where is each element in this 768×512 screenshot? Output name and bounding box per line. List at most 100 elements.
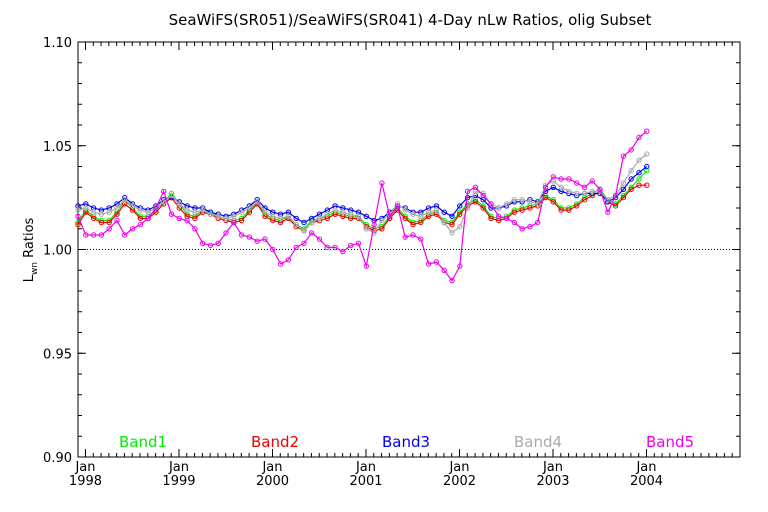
data-point [402, 207, 408, 213]
series-band4 [75, 151, 650, 236]
data-point [457, 224, 463, 230]
data-point [75, 213, 81, 220]
data-point [488, 201, 494, 207]
data-point [355, 240, 362, 247]
data-point [293, 215, 299, 222]
data-point [137, 221, 144, 228]
data-point [620, 186, 627, 193]
series-group [75, 128, 650, 284]
data-point [231, 213, 237, 220]
data-point [223, 215, 229, 222]
legend-item-band2: Band2 [251, 433, 299, 451]
y-axis-label-rest: Ratios [22, 217, 37, 262]
data-point [644, 128, 650, 134]
data-point [457, 203, 463, 209]
data-point [535, 201, 541, 207]
data-point [371, 230, 377, 236]
data-point [168, 192, 175, 199]
data-point [324, 244, 330, 251]
data-point [574, 203, 580, 209]
x-tick-month: Jan [635, 460, 656, 475]
data-point [246, 234, 253, 240]
data-point [90, 215, 97, 222]
data-point [207, 211, 214, 217]
data-point [106, 226, 112, 232]
data-point [379, 180, 385, 186]
x-tick-month: Jan [74, 460, 95, 475]
data-point [527, 199, 533, 205]
x-tick-year: 2001 [349, 474, 382, 489]
data-point [519, 207, 525, 213]
data-point [410, 211, 416, 217]
data-point [449, 213, 455, 220]
data-point [114, 211, 120, 217]
data-point [511, 209, 517, 215]
data-point [527, 205, 533, 211]
data-point [285, 213, 292, 220]
data-point [90, 209, 97, 215]
data-point [589, 188, 595, 195]
x-tick-year: 2002 [443, 474, 476, 489]
data-point [98, 219, 105, 226]
data-point [644, 163, 650, 170]
data-point [449, 221, 455, 228]
data-point [238, 217, 245, 224]
data-point [192, 215, 198, 222]
data-point [425, 261, 432, 267]
data-point [215, 213, 221, 220]
data-point [231, 219, 237, 226]
y-axis-label-main: L [22, 274, 37, 282]
data-point [122, 197, 128, 203]
data-point [612, 203, 619, 209]
data-point [574, 180, 580, 186]
data-point [145, 209, 151, 215]
y-axis: 0.90 0.95 1.00 1.05 1.10 [43, 36, 740, 466]
data-point [192, 226, 198, 232]
data-point [472, 184, 479, 191]
data-point [550, 174, 556, 180]
data-point [122, 232, 128, 238]
data-point [340, 209, 346, 215]
y-axis-label: Lwn Ratios [22, 217, 40, 282]
data-point [83, 232, 89, 238]
data-point [574, 190, 580, 197]
data-point [371, 221, 377, 228]
legend-item-band4: Band4 [514, 433, 562, 451]
data-point [324, 211, 330, 217]
data-point [363, 226, 369, 232]
data-point [207, 242, 214, 249]
data-point [628, 186, 634, 193]
data-point [355, 213, 362, 220]
data-point [192, 209, 198, 215]
legend-item-band5: Band5 [646, 433, 694, 451]
data-point [293, 221, 299, 228]
data-point [488, 215, 494, 222]
y-tick-label: 1.05 [43, 140, 72, 155]
data-point [363, 213, 369, 220]
data-point [106, 219, 112, 226]
data-point [153, 205, 159, 211]
data-point [542, 184, 549, 191]
data-point [472, 199, 479, 205]
data-point [496, 213, 502, 220]
data-point [238, 209, 245, 215]
data-point [464, 188, 471, 195]
data-point [98, 211, 105, 217]
data-point [145, 215, 151, 222]
data-point [114, 205, 120, 211]
data-point [558, 207, 564, 213]
x-tick-month: Jan [168, 460, 189, 475]
legend-item-band1: Band1 [119, 433, 167, 451]
y-tick-label: 0.95 [43, 347, 72, 362]
data-point [581, 184, 588, 191]
data-point [332, 207, 338, 213]
data-point [636, 170, 642, 176]
x-tick-year: 2003 [536, 474, 569, 489]
data-point [301, 219, 307, 226]
data-point [620, 180, 627, 186]
data-point [566, 176, 572, 182]
data-point [644, 151, 650, 157]
data-point [550, 184, 556, 191]
data-point [620, 153, 627, 159]
data-point [238, 232, 245, 238]
